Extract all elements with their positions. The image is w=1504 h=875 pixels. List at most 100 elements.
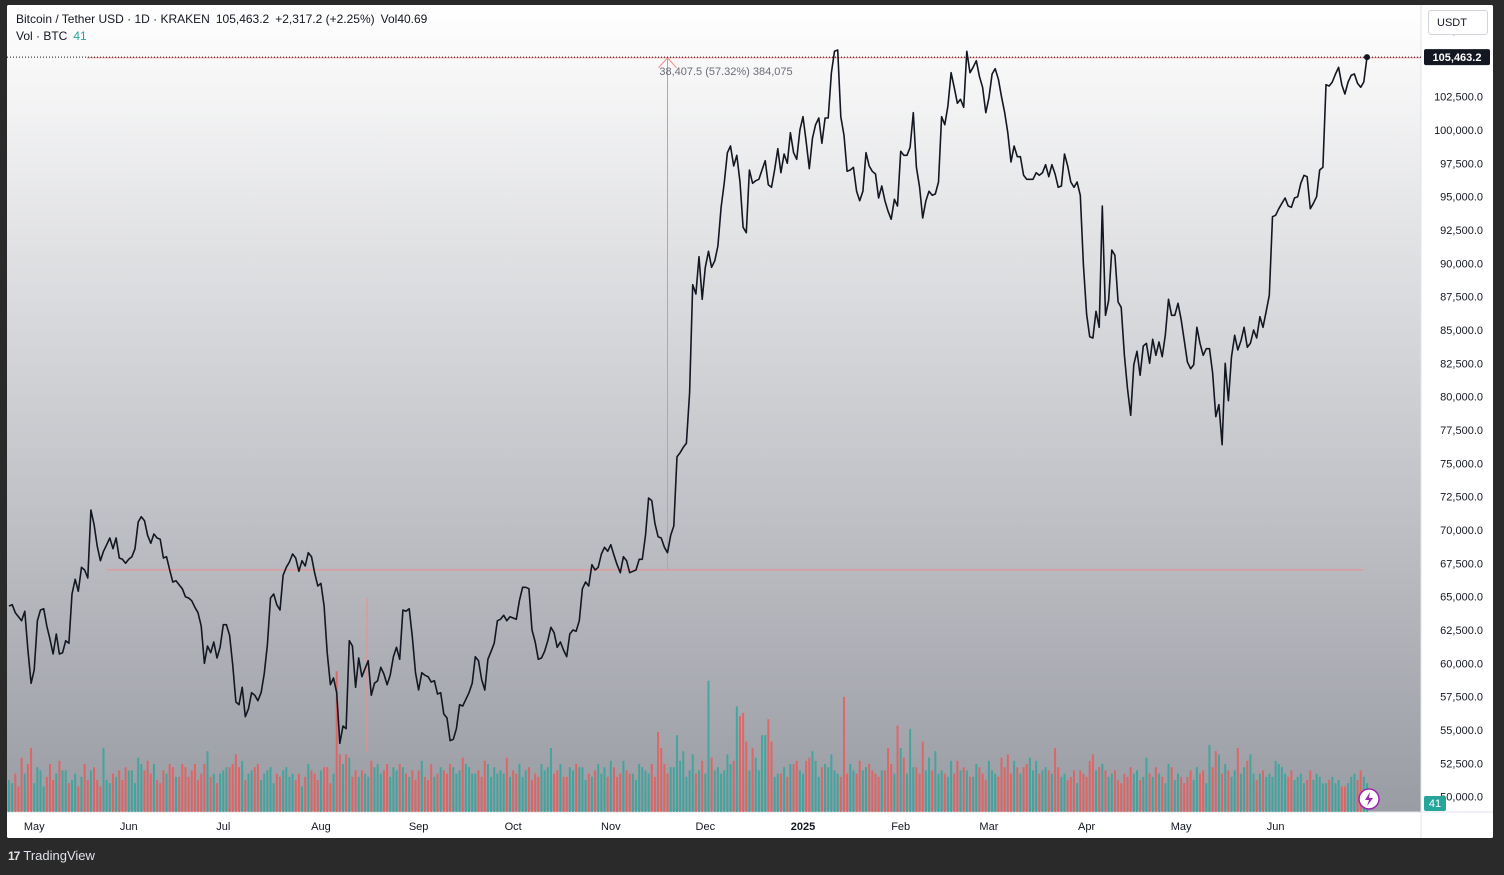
x-tick-label: May — [24, 821, 45, 833]
x-tick-label: Aug — [311, 821, 331, 833]
volume-bar — [178, 776, 181, 812]
volume-bar — [691, 754, 694, 812]
volume-bar — [464, 764, 467, 812]
volume-bar — [357, 776, 360, 812]
volume-bar — [518, 764, 521, 812]
footer-bar: 17 TradingView — [0, 838, 1504, 875]
legend-symbol[interactable]: Bitcoin / Tether USD · 1D · KRAKEN — [16, 12, 210, 26]
y-tick-label: 70,000.0 — [1440, 525, 1483, 537]
volume-bar — [861, 770, 864, 812]
volume-bar — [1249, 754, 1252, 812]
volume-bar — [1290, 770, 1293, 812]
volume-bar — [14, 773, 17, 812]
volume-bar — [798, 770, 801, 812]
volume-bar — [1054, 748, 1057, 812]
volume-bar — [912, 767, 915, 812]
volume-bar — [833, 770, 836, 812]
chart-panel[interactable]: 50,000.0 52,500.0 55,000.0 57,500.0 60,000.0… — [7, 5, 1493, 838]
volume-bar — [612, 767, 615, 812]
volume-bar — [534, 773, 537, 812]
volume-bar — [836, 773, 839, 812]
volume-series-label[interactable]: Vol · BTC — [16, 29, 68, 43]
volume-bar — [197, 780, 200, 812]
volume-bar — [71, 780, 74, 812]
volume-bar — [111, 773, 114, 812]
volume-bar — [600, 773, 603, 812]
volume-bar — [946, 776, 949, 812]
legend-last: 105,463.2 — [215, 12, 270, 26]
volume-bar — [115, 776, 118, 812]
tradingview-logo[interactable]: 17 TradingView — [8, 848, 95, 863]
volume-bar — [304, 776, 307, 812]
volume-bar — [89, 770, 92, 812]
volume-bar — [1145, 757, 1148, 812]
volume-bar — [631, 773, 634, 812]
volume-bar — [757, 770, 760, 812]
currency-button[interactable]: USDT — [1428, 10, 1488, 35]
volume-bar — [1091, 754, 1094, 812]
volume-bar — [1129, 767, 1132, 812]
volume-bar — [663, 764, 666, 812]
volume-bar — [635, 780, 638, 812]
volume-bar — [543, 770, 546, 812]
volume-bar — [1079, 770, 1082, 812]
volume-bar — [1246, 760, 1249, 812]
volume-bar — [1287, 776, 1290, 812]
x-tick-label: May — [1171, 821, 1192, 833]
volume-bar — [256, 764, 259, 812]
volume-bar — [187, 776, 190, 812]
volume-bar — [1195, 767, 1198, 812]
volume-bar — [354, 770, 357, 812]
volume-bar — [449, 764, 452, 812]
y-tick-label: 57,500.0 — [1440, 692, 1483, 704]
volume-bar — [761, 735, 764, 812]
volume-bar — [127, 770, 130, 812]
volume-bar — [316, 780, 319, 812]
volume-bar — [578, 767, 581, 812]
volume-bar — [436, 773, 439, 812]
volume-bar — [1252, 773, 1255, 812]
volume-bar — [134, 783, 137, 812]
volume-tag-label: 41 — [1429, 798, 1441, 810]
volume-bar — [445, 773, 448, 812]
volume-bar — [887, 748, 890, 812]
volume-bar — [156, 780, 159, 812]
volume-series-value: 41 — [73, 29, 87, 43]
volume-bar — [669, 767, 672, 812]
volume-bar — [345, 754, 348, 812]
volume-bar — [1173, 780, 1176, 812]
volume-bar — [606, 776, 609, 812]
volume-bar — [814, 760, 817, 812]
volume-bar — [846, 773, 849, 812]
chart-canvas[interactable]: 50,000.0 52,500.0 55,000.0 57,500.0 60,000.0… — [7, 5, 1493, 838]
volume-bar — [710, 757, 713, 812]
volume-bar — [1009, 773, 1012, 812]
volume-bar — [1328, 780, 1331, 812]
volume-bar — [1164, 783, 1167, 812]
volume-bar — [786, 776, 789, 812]
volume-bar — [1176, 773, 1179, 812]
volume-bar — [609, 760, 612, 812]
volume-bar — [149, 773, 152, 812]
volume-bar — [33, 783, 36, 812]
volume-bar — [1035, 760, 1038, 812]
volume-bar — [52, 780, 55, 812]
volume-bar — [1356, 780, 1359, 812]
volume-bar — [694, 773, 697, 812]
volume-bar — [93, 767, 96, 812]
volume-bar — [1312, 780, 1315, 812]
volume-bar — [928, 757, 931, 812]
volume-bar — [830, 754, 833, 812]
volume-bar — [685, 776, 688, 812]
volume-bar — [924, 770, 927, 812]
volume-bar — [732, 760, 735, 812]
volume-bar — [458, 770, 461, 812]
volume-bar — [48, 764, 51, 812]
volume-bar — [827, 767, 830, 812]
volume-bar — [1057, 767, 1060, 812]
tradingview-brand: TradingView — [23, 848, 95, 863]
volume-bar — [1060, 776, 1063, 812]
volume-bar — [1321, 783, 1324, 812]
volume-bar — [1199, 773, 1202, 812]
volume-bar — [212, 773, 215, 812]
